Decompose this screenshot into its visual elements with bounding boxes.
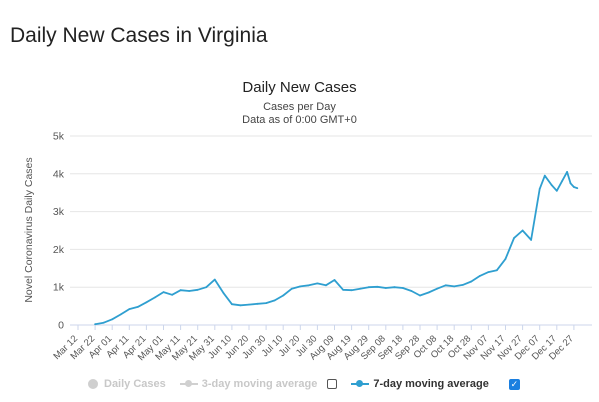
data-point[interactable]: [496, 269, 498, 272]
data-point[interactable]: [102, 321, 105, 324]
data-point[interactable]: [573, 186, 575, 188]
data-point[interactable]: [222, 292, 225, 294]
series-line[interactable]: [94, 171, 578, 326]
data-point[interactable]: [376, 285, 379, 288]
data-point[interactable]: [487, 271, 490, 273]
data-point[interactable]: [342, 288, 344, 291]
data-point[interactable]: [333, 279, 336, 281]
data-point[interactable]: [299, 285, 302, 288]
data-point[interactable]: [231, 303, 233, 306]
data-point[interactable]: [94, 323, 96, 326]
data-point[interactable]: [205, 286, 208, 289]
data-point[interactable]: [308, 284, 310, 287]
data-point[interactable]: [359, 287, 362, 290]
data-point[interactable]: [436, 287, 438, 290]
chart-subtitle: Cases per Day: [263, 101, 336, 113]
seven-day-checkbox[interactable]: ✓: [508, 378, 520, 390]
series-7-day: [94, 171, 579, 326]
data-point[interactable]: [111, 318, 114, 321]
line-marker-icon: [179, 379, 198, 389]
line-marker-icon: [351, 379, 370, 389]
data-point[interactable]: [566, 171, 568, 173]
y-axis-label: Novel Coronavirus Daily Cases: [23, 157, 35, 302]
data-point[interactable]: [239, 304, 242, 307]
legend-7-day-average[interactable]: 7-day moving average: [351, 378, 489, 390]
data-point[interactable]: [384, 287, 387, 289]
data-point[interactable]: [444, 284, 447, 287]
data-point[interactable]: [504, 258, 507, 260]
y-tick-label: 1k: [53, 282, 65, 294]
data-point[interactable]: [479, 275, 481, 277]
data-point[interactable]: [171, 293, 174, 296]
data-point[interactable]: [513, 237, 515, 240]
data-point[interactable]: [350, 289, 353, 292]
legend-daily-cases-label: Daily Cases: [104, 378, 166, 390]
data-point[interactable]: [162, 291, 165, 293]
data-point[interactable]: [154, 296, 156, 299]
y-tick-label: 5k: [53, 131, 65, 143]
data-point[interactable]: [453, 285, 456, 288]
data-point[interactable]: [427, 291, 430, 294]
circle-icon: [88, 379, 98, 389]
data-point[interactable]: [530, 239, 532, 241]
data-point[interactable]: [188, 290, 191, 292]
three-day-checkbox[interactable]: [327, 379, 338, 389]
data-point[interactable]: [196, 288, 199, 291]
legend-3-day-label: 3-day moving average: [201, 378, 318, 390]
legend-daily-cases[interactable]: Daily Cases: [88, 378, 166, 390]
data-point[interactable]: [402, 287, 404, 289]
data-point[interactable]: [265, 302, 267, 304]
chart-title: Daily New Cases: [242, 79, 357, 96]
chart-grid: [70, 135, 592, 326]
data-point[interactable]: [410, 290, 413, 292]
data-point[interactable]: [273, 299, 276, 302]
data-point[interactable]: [538, 188, 541, 190]
data-point[interactable]: [136, 306, 139, 308]
data-point[interactable]: [145, 301, 148, 304]
data-point[interactable]: [461, 284, 464, 286]
chart-data-timestamp: Data as of 0:00 GMT+0: [242, 114, 357, 126]
data-point[interactable]: [393, 286, 396, 289]
data-point[interactable]: [521, 229, 524, 232]
data-point[interactable]: [256, 302, 259, 305]
data-point[interactable]: [128, 308, 131, 310]
data-point[interactable]: [290, 287, 293, 290]
y-tick-label: 3k: [53, 206, 65, 218]
y-tick-label: 2k: [53, 244, 65, 256]
data-point[interactable]: [248, 303, 250, 306]
data-point[interactable]: [316, 282, 319, 285]
data-point[interactable]: [576, 187, 579, 190]
y-tick-label: 0: [58, 320, 64, 332]
data-point[interactable]: [179, 289, 182, 292]
data-point[interactable]: [325, 284, 327, 287]
y-tick-label: 4k: [53, 168, 65, 180]
data-point[interactable]: [419, 294, 421, 297]
legend-7-day-label: 7-day moving average: [373, 378, 489, 390]
data-point[interactable]: [555, 189, 558, 192]
legend-3-day-average[interactable]: 3-day moving average: [179, 378, 318, 390]
page-title: Daily New Cases in Virginia: [10, 24, 268, 47]
data-point[interactable]: [543, 174, 546, 177]
chart-legend: Daily Cases 3-day moving average 7-day m…: [88, 376, 534, 392]
data-point[interactable]: [282, 294, 285, 297]
data-point[interactable]: [569, 182, 572, 185]
data-point[interactable]: [213, 278, 216, 281]
data-point[interactable]: [119, 313, 122, 316]
data-point[interactable]: [470, 280, 473, 283]
y-axis: 0 1k 2k 3k 4k 5k: [53, 131, 65, 332]
data-point[interactable]: [550, 184, 553, 187]
data-point[interactable]: [367, 286, 370, 289]
data-point[interactable]: [561, 180, 563, 183]
